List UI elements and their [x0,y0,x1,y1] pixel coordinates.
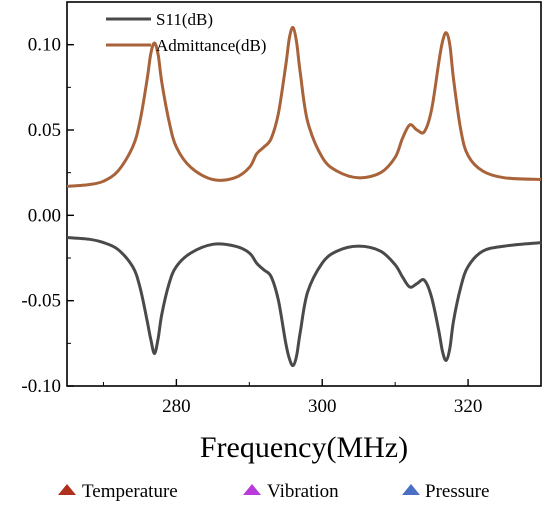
y-tick-label: -0.10 [21,376,61,397]
vibration-triangle-icon [243,484,261,495]
y-axis: 0.10 0.05 0.00 -0.05 -0.10 [21,1,74,397]
admittance-line [66,26,542,188]
y-tick-label: 0.00 [28,205,61,226]
y-tick-label: -0.05 [21,291,61,312]
plot-frame [66,1,542,387]
x-tick-label: 280 [162,396,191,417]
temperature-triangle-icon [58,484,76,495]
pressure-triangle-icon [402,484,420,495]
y-tick-label: 0.05 [28,120,61,141]
legend-label-s11: S11(dB) [156,10,213,29]
s11-line [66,236,542,368]
x-tick-label: 320 [454,396,483,417]
legend: S11(dB) Admittance(dB) [106,10,266,55]
y-tick-label: 0.10 [28,35,61,56]
x-tick-label: 300 [308,396,337,417]
series-layer [66,26,542,368]
x-axis: 280 300 320 [102,379,542,417]
bottom-legend: Temperature Vibration Pressure [58,481,489,502]
bottom-legend-vibration: Vibration [267,481,339,502]
bottom-legend-temperature: Temperature [82,481,178,502]
bottom-legend-pressure: Pressure [425,481,489,502]
legend-label-admittance: Admittance(dB) [156,36,266,55]
x-axis-title: Frequency(MHz) [200,431,408,464]
